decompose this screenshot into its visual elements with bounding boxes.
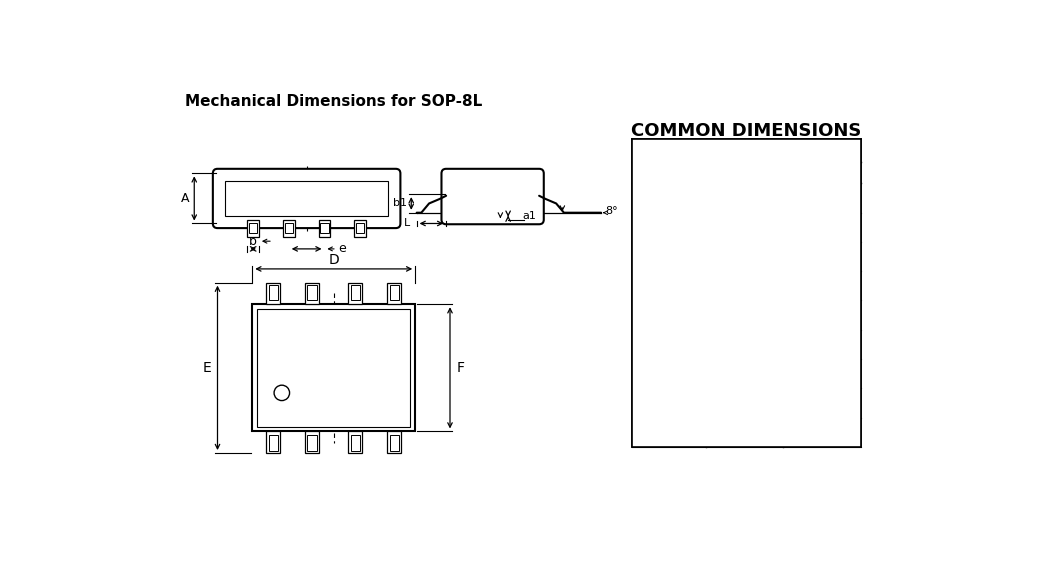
Bar	[355, 223, 364, 233]
Bar	[348, 283, 363, 305]
Text: a1: a1	[522, 211, 536, 221]
Text: COMMON DIMENSIONS: COMMON DIMENSIONS	[632, 122, 861, 140]
Text: E: E	[664, 338, 673, 351]
Text: MM: MM	[772, 144, 794, 157]
Bar	[248, 221, 259, 237]
Text: 5.75: 5.75	[729, 338, 760, 351]
Bar	[282, 221, 294, 237]
Text: Mechanical Dimensions for SOP-8L: Mechanical Dimensions for SOP-8L	[185, 94, 482, 109]
Text: L: L	[665, 425, 673, 439]
Text: 8°: 8°	[605, 206, 618, 216]
Text: D: D	[663, 308, 674, 322]
Bar	[632, 139, 861, 447]
Bar	[267, 431, 280, 453]
Text: 1.75: 1.75	[806, 191, 837, 205]
Text: MIN: MIN	[732, 166, 756, 179]
Text: E: E	[202, 361, 211, 375]
Bar	[387, 283, 401, 305]
Text: b1: b1	[394, 199, 407, 208]
Circle shape	[274, 385, 290, 401]
Text: A: A	[181, 192, 189, 205]
Text: 0.4: 0.4	[733, 425, 755, 439]
Bar	[305, 283, 320, 305]
Bar	[348, 431, 363, 453]
Text: 4.10: 4.10	[806, 396, 837, 410]
Text: e: e	[664, 367, 673, 380]
Bar	[253, 305, 415, 431]
Bar	[387, 431, 401, 453]
Text: 0.05: 0.05	[729, 221, 760, 234]
Text: a1: a1	[660, 221, 678, 234]
Text: b1: b1	[660, 279, 678, 293]
Text: 1.07: 1.07	[729, 367, 760, 380]
Bar	[308, 285, 316, 301]
Bar	[269, 285, 278, 301]
Bar	[225, 181, 388, 216]
Text: 1.27: 1.27	[806, 425, 837, 439]
Bar	[351, 285, 360, 301]
Bar	[305, 431, 320, 453]
FancyBboxPatch shape	[213, 169, 400, 228]
Bar	[389, 285, 399, 301]
Bar	[249, 223, 257, 233]
Bar	[257, 309, 411, 427]
Bar	[269, 435, 278, 450]
Text: SYMBOL: SYMBOL	[643, 155, 695, 167]
Text: L: L	[404, 218, 411, 229]
Text: MAX: MAX	[808, 166, 836, 179]
Text: 0.31: 0.31	[729, 250, 760, 263]
Text: 0.25: 0.25	[806, 279, 837, 293]
Text: b: b	[250, 234, 257, 248]
Text: 6.25: 6.25	[806, 338, 837, 351]
Text: 4.70: 4.70	[729, 308, 760, 322]
Text: b: b	[664, 250, 673, 263]
Text: 0.51: 0.51	[806, 250, 837, 263]
Bar	[321, 223, 329, 233]
Text: 0.25: 0.25	[806, 221, 837, 234]
Text: 1.47: 1.47	[806, 367, 837, 380]
Text: 1.35: 1.35	[729, 191, 760, 205]
Text: A: A	[664, 191, 674, 205]
Bar	[308, 435, 316, 450]
Text: e: e	[339, 243, 346, 255]
Bar	[285, 223, 293, 233]
Bar	[318, 221, 330, 237]
Bar	[389, 435, 399, 450]
Text: 3.70: 3.70	[729, 396, 760, 410]
Bar	[354, 221, 366, 237]
Bar	[267, 283, 280, 305]
Text: F: F	[664, 396, 673, 410]
Text: 5.15: 5.15	[806, 308, 837, 322]
Bar	[351, 435, 360, 450]
Text: F: F	[457, 361, 464, 375]
Text: D: D	[328, 252, 340, 267]
FancyBboxPatch shape	[441, 169, 544, 224]
Text: 0.16: 0.16	[729, 279, 760, 293]
